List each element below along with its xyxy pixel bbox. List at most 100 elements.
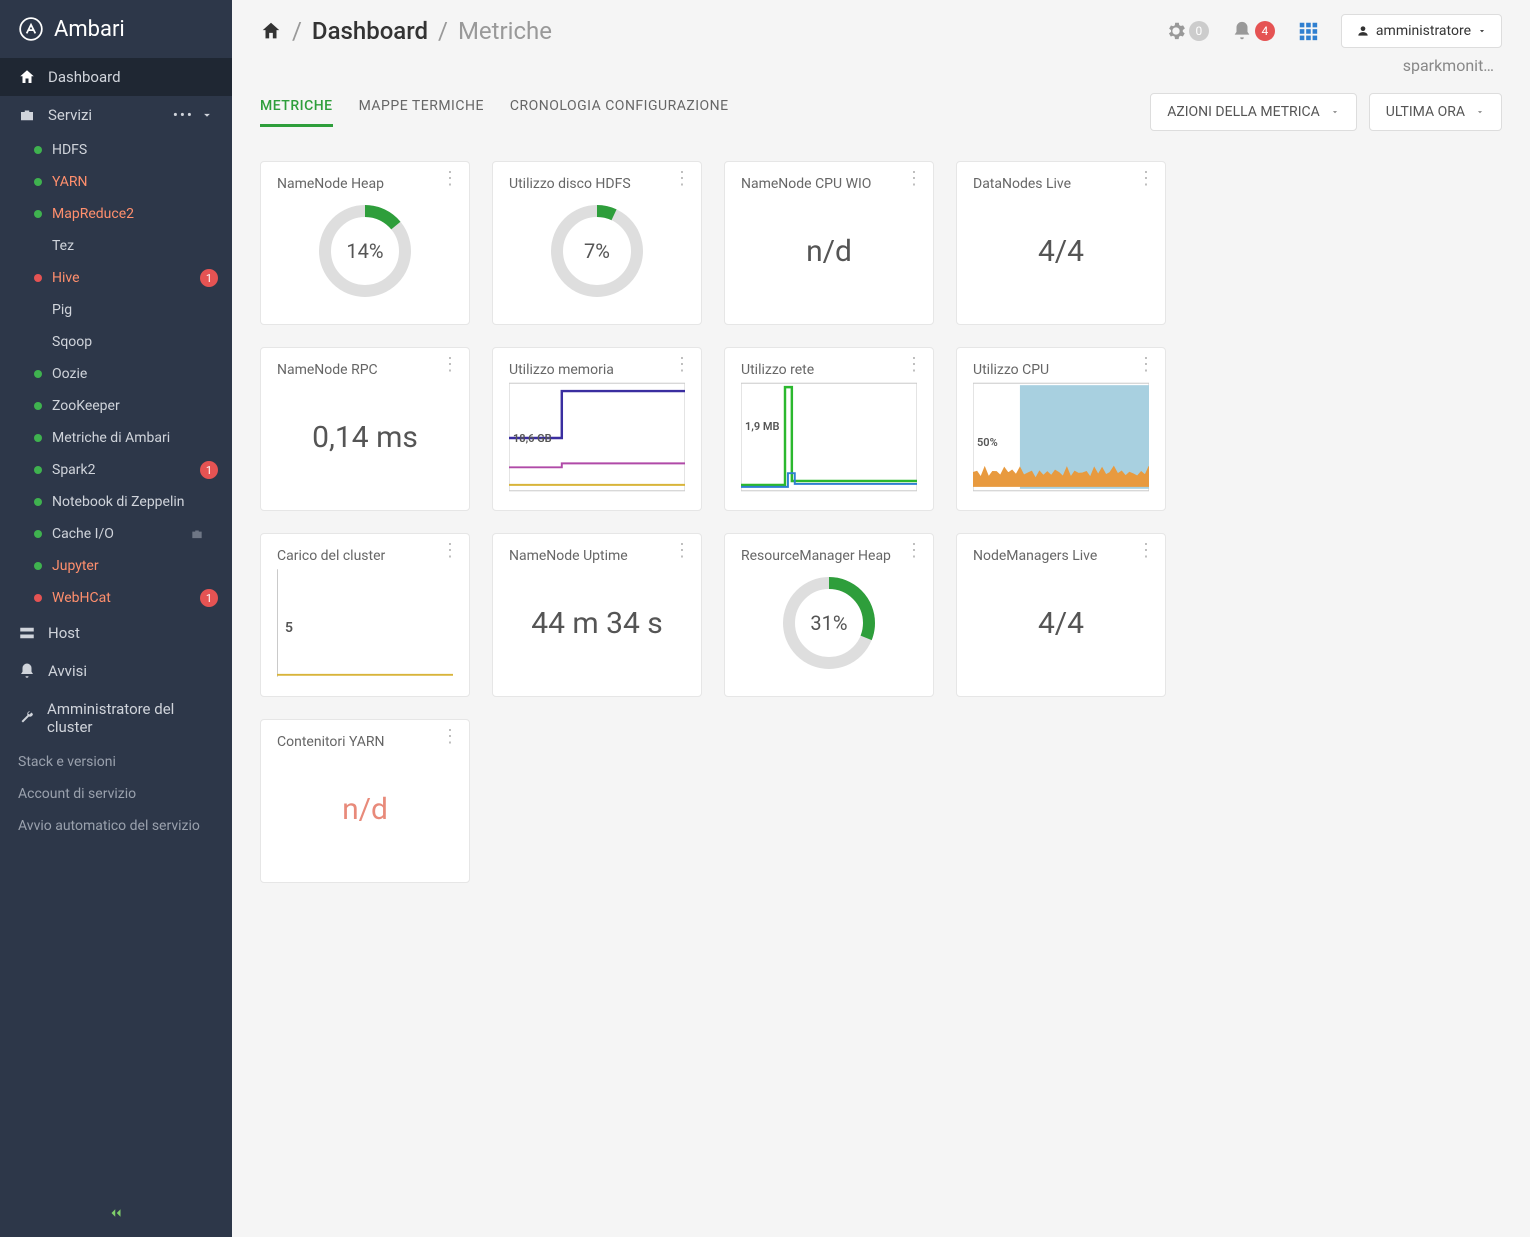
sidebar-item-jupyter[interactable]: Jupyter <box>0 550 232 582</box>
collapse-sidebar[interactable] <box>0 1194 232 1237</box>
card-title: NameNode Uptime <box>509 548 685 564</box>
admin-sub-item[interactable]: Avvio automatico del servizio <box>0 810 232 842</box>
nav-services-label: Servizi <box>48 106 92 124</box>
header-actions: AZIONI DELLA METRICA ULTIMA ORA <box>1150 93 1502 131</box>
briefcase-icon <box>18 106 36 124</box>
time-range-dropdown[interactable]: ULTIMA ORA <box>1369 93 1502 131</box>
sidebar-item-mapreduce2[interactable]: MapReduce2 <box>0 198 232 230</box>
admin-sub-item[interactable]: Stack e versioni <box>0 746 232 778</box>
status-dot <box>34 402 42 410</box>
network-chart: 1,9 MB <box>741 382 917 492</box>
sidebar-item-yarn[interactable]: YARN <box>0 166 232 198</box>
donut-label: 31% <box>779 573 879 673</box>
server-icon <box>18 624 36 642</box>
card-menu-icon[interactable]: ⋮ <box>905 174 923 183</box>
alerts-button[interactable]: 4 <box>1231 20 1275 42</box>
sidebar-item-spark2[interactable]: Spark21 <box>0 454 232 486</box>
sidebar-item-hdfs[interactable]: HDFS <box>0 134 232 166</box>
card-menu-icon[interactable]: ⋮ <box>441 174 459 183</box>
status-dot <box>34 146 42 154</box>
status-dot <box>34 434 42 442</box>
load-chart: 5 <box>277 568 453 678</box>
sidebar-item-hive[interactable]: Hive1 <box>0 262 232 294</box>
card-title: Utilizzo disco HDFS <box>509 176 685 192</box>
service-list: HDFSYARN MapReduce2 TezHive1 Pig SqoopOozieZ… <box>0 134 232 614</box>
metric-actions-label: AZIONI DELLA METRICA <box>1167 104 1320 120</box>
sidebar-item-label: Pig <box>52 302 72 318</box>
card-contenitori-yarn: Contenitori YARN ⋮ n/d <box>260 719 470 883</box>
collapse-icon <box>107 1204 125 1222</box>
card-title: ResourceManager Heap <box>741 548 917 564</box>
card-utilizzo-memoria: Utilizzo memoria ⋮ 18,6 GB <box>492 347 702 511</box>
sidebar-item-sqoop[interactable]: Sqoop <box>0 326 232 358</box>
chart-value-label: 18,6 GB <box>513 432 552 445</box>
user-menu[interactable]: amministratore <box>1341 14 1502 48</box>
card-title: Utilizzo memoria <box>509 362 685 378</box>
card-menu-icon[interactable]: ⋮ <box>905 360 923 369</box>
card-menu-icon[interactable]: ⋮ <box>441 546 459 555</box>
helper-text: sparkmonit… <box>232 48 1530 75</box>
nav-dashboard[interactable]: Dashboard <box>0 58 232 96</box>
admin-sub-item[interactable]: Account di servizio <box>0 778 232 810</box>
sidebar-item-zookeeper[interactable]: ZooKeeper <box>0 390 232 422</box>
tab-metriche[interactable]: METRICHE <box>260 98 333 127</box>
card-body: 7% <box>509 192 685 310</box>
card-body: n/d <box>277 750 453 868</box>
brand-label: Ambari <box>54 17 125 42</box>
card-menu-icon[interactable]: ⋮ <box>1137 174 1155 183</box>
sidebar-item-webhcat[interactable]: WebHCat1 <box>0 582 232 614</box>
card-datanodes-live: DataNodes Live ⋮ 4/4 <box>956 161 1166 325</box>
sidebar-item-tez[interactable]: Tez <box>0 230 232 262</box>
card-value: 0,14 ms <box>312 420 418 455</box>
status-dot <box>34 530 42 538</box>
ops-count: 0 <box>1189 21 1209 41</box>
nav-services[interactable]: Servizi ••• <box>0 96 232 134</box>
sidebar-item-label: Jupyter <box>52 558 99 574</box>
card-body: 1,9 MB <box>741 378 917 496</box>
card-menu-icon[interactable]: ⋮ <box>673 360 691 369</box>
dots-icon: ••• <box>173 106 194 124</box>
card-utilizzo-disco-hdfs: Utilizzo disco HDFS ⋮ 7% <box>492 161 702 325</box>
bell-icon <box>18 662 36 680</box>
brand[interactable]: Ambari <box>0 0 232 58</box>
breadcrumb-dashboard[interactable]: Dashboard <box>312 17 428 45</box>
sidebar-item-label: WebHCat <box>52 590 111 606</box>
sidebar-item-oozie[interactable]: Oozie <box>0 358 232 390</box>
chart-value-label: 1,9 MB <box>745 420 780 433</box>
apps-grid-icon[interactable] <box>1297 20 1319 42</box>
sub-header: METRICHE MAPPE TERMICHE CRONOLOGIA CONFIGU… <box>232 75 1530 131</box>
caret-down-icon <box>1475 107 1485 117</box>
tab-cronologia-configurazione[interactable]: CRONOLOGIA CONFIGURAZIONE <box>510 98 729 127</box>
nav-alerts[interactable]: Avvisi <box>0 652 232 690</box>
sidebar-item-notebook-di-zeppelin[interactable]: Notebook di Zeppelin <box>0 486 232 518</box>
metric-actions-dropdown[interactable]: AZIONI DELLA METRICA <box>1150 93 1357 131</box>
donut-chart: 14% <box>315 201 415 301</box>
card-menu-icon[interactable]: ⋮ <box>441 732 459 741</box>
card-menu-icon[interactable]: ⋮ <box>905 546 923 555</box>
card-body: 14% <box>277 192 453 310</box>
nav-alerts-label: Avvisi <box>48 662 87 680</box>
sidebar-item-cache-i-o[interactable]: Cache I/O <box>0 518 232 550</box>
sidebar: Ambari Dashboard Servizi ••• HDFSYARN Map… <box>0 0 232 1237</box>
card-body: 4/4 <box>973 192 1149 310</box>
sidebar-item-label: MapReduce2 <box>52 206 134 222</box>
nav-host[interactable]: Host <box>0 614 232 652</box>
card-menu-icon[interactable]: ⋮ <box>1137 360 1155 369</box>
card-body: n/d <box>741 192 917 310</box>
card-menu-icon[interactable]: ⋮ <box>1137 546 1155 555</box>
sidebar-item-label: Cache I/O <box>52 526 114 542</box>
card-menu-icon[interactable]: ⋮ <box>673 174 691 183</box>
card-menu-icon[interactable]: ⋮ <box>673 546 691 555</box>
sidebar-item-metriche-di-ambari[interactable]: Metriche di Ambari <box>0 422 232 454</box>
chart-value-label: 50% <box>977 436 998 449</box>
nav-admin-label: Amministratore del cluster <box>47 700 214 736</box>
card-menu-icon[interactable]: ⋮ <box>441 360 459 369</box>
nav-admin[interactable]: Amministratore del cluster <box>0 690 232 746</box>
breadcrumb: / Dashboard / Metriche <box>260 17 552 45</box>
sidebar-item-pig[interactable]: Pig <box>0 294 232 326</box>
card-body: 0,14 ms <box>277 378 453 496</box>
ops-button[interactable]: 0 <box>1165 20 1209 42</box>
tab-mappe-termiche[interactable]: MAPPE TERMICHE <box>359 98 484 127</box>
alert-badge: 1 <box>200 269 218 287</box>
home-icon[interactable] <box>260 20 282 42</box>
